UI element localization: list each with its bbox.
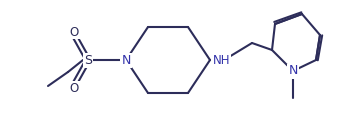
Text: O: O [69, 25, 79, 39]
Text: O: O [69, 82, 79, 94]
Text: N: N [121, 54, 131, 67]
Text: N: N [288, 64, 298, 77]
Text: S: S [84, 54, 92, 67]
Text: NH: NH [213, 54, 230, 67]
